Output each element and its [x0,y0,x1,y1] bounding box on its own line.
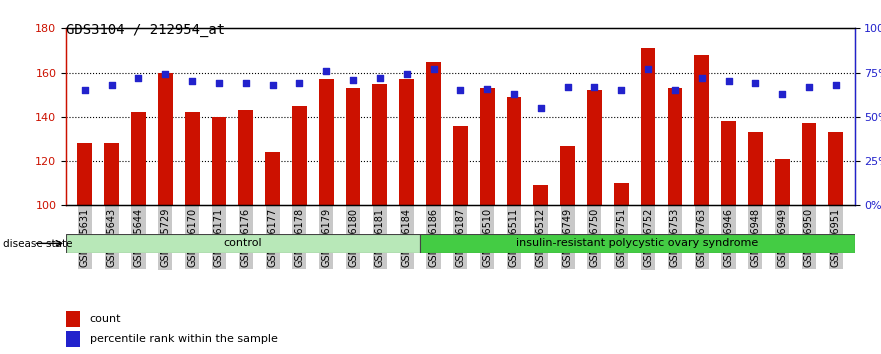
Point [131,75,145,81]
Text: percentile rank within the sample: percentile rank within the sample [90,334,278,344]
Point [426,66,440,72]
Point [400,72,414,77]
Bar [640,48,655,205]
Text: control: control [224,238,263,249]
Bar [426,62,440,205]
Bar [185,113,199,205]
Point [373,75,387,81]
Bar [78,143,93,205]
Point [292,80,307,86]
Bar [104,143,119,205]
Point [668,87,682,93]
Point [319,68,333,74]
Bar [614,183,629,205]
Bar [668,88,682,205]
Point [185,79,199,84]
Bar [319,79,334,205]
Point [507,91,521,97]
Bar [533,185,548,205]
Bar [774,159,789,205]
Bar [66,234,419,253]
Bar [131,113,146,205]
Point [105,82,119,88]
Bar [158,73,173,205]
Bar [748,132,763,205]
Point [265,82,279,88]
Bar [722,121,736,205]
Bar [507,97,522,205]
Bar [560,145,575,205]
Bar [587,90,602,205]
Bar [419,234,855,253]
Text: insulin-resistant polycystic ovary syndrome: insulin-resistant polycystic ovary syndr… [516,238,759,249]
Point [722,79,736,84]
Bar [292,106,307,205]
Point [534,105,548,111]
Point [588,84,602,90]
Point [346,77,360,82]
Bar [66,311,80,327]
Bar [211,117,226,205]
Point [614,87,628,93]
Text: GDS3104 / 212954_at: GDS3104 / 212954_at [66,23,226,37]
Point [480,86,494,91]
Text: count: count [90,314,122,324]
Point [78,87,92,93]
Point [829,82,843,88]
Bar [694,55,709,205]
Bar [373,84,388,205]
Bar [239,110,253,205]
Bar [265,152,280,205]
Point [560,84,574,90]
Point [694,75,708,81]
Bar [345,88,360,205]
Point [748,80,762,86]
Bar [480,88,494,205]
Point [453,87,467,93]
Text: disease state: disease state [3,239,72,249]
Bar [399,79,414,205]
Point [641,66,655,72]
Point [775,91,789,97]
Point [239,80,253,86]
Bar [828,132,843,205]
Point [802,84,816,90]
Bar [802,124,817,205]
Point [159,72,173,77]
Point [212,80,226,86]
Bar [453,126,468,205]
Bar [66,331,80,347]
